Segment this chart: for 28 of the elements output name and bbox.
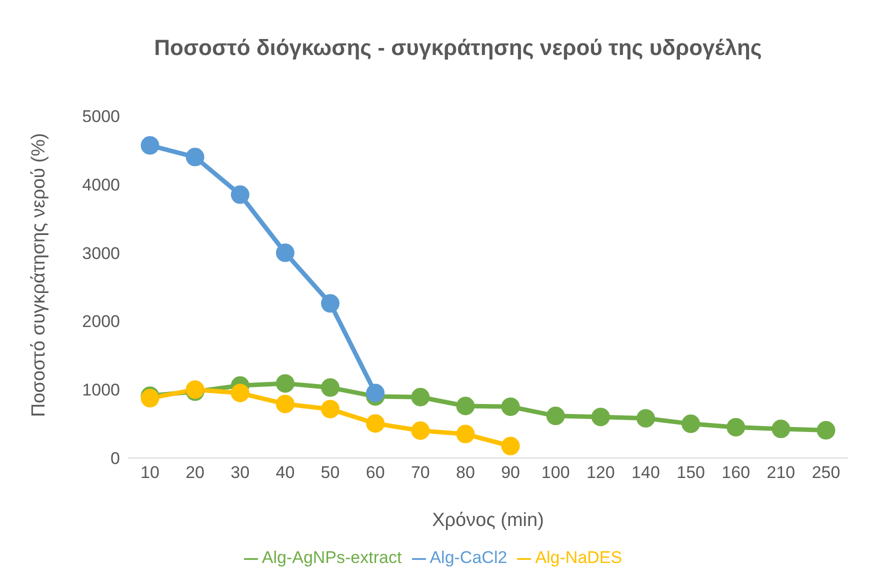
x-tick-label: 250 — [812, 463, 840, 482]
x-tick-label: 40 — [276, 463, 295, 482]
x-tick-label: 120 — [586, 463, 615, 482]
y-tick-label: 1000 — [82, 380, 120, 400]
x-tick-label: 210 — [766, 463, 796, 482]
x-tick-label: 90 — [501, 463, 520, 482]
x-tick-label: 150 — [676, 463, 705, 482]
x-tick-label: 140 — [632, 463, 660, 482]
x-tick-label: 50 — [320, 463, 340, 482]
y-tick-label: 5000 — [82, 107, 120, 126]
x-axis-title: Χρόνος (min) — [432, 510, 544, 531]
x-tick-label: 30 — [230, 463, 250, 482]
y-tick-label: 2000 — [82, 312, 120, 332]
y-tick-label: 3000 — [82, 244, 120, 263]
y-tick-label: 0 — [110, 449, 120, 468]
x-tick-label: 80 — [456, 463, 475, 482]
x-tick-label: 70 — [410, 463, 430, 482]
legend-label: Alg-CaCl2 — [430, 548, 508, 567]
x-tick-label: 100 — [541, 463, 570, 482]
y-tick-label: 4000 — [82, 175, 120, 194]
chart-title: Ποσοστό διόγκωσης - συγκράτησης νερού της υδρογέλης — [153, 34, 763, 62]
x-tick-label: 10 — [140, 463, 160, 482]
y-axis-title: Ποσοστό συγκράτησης νερού (%) — [28, 133, 50, 417]
legend-label: Alg-NaDES — [535, 548, 622, 567]
legend-label: Alg-AgNPs-extract — [262, 548, 402, 567]
x-tick-label: 60 — [366, 463, 385, 482]
x-tick-label: 160 — [722, 463, 750, 482]
x-tick-label: 20 — [186, 463, 205, 482]
